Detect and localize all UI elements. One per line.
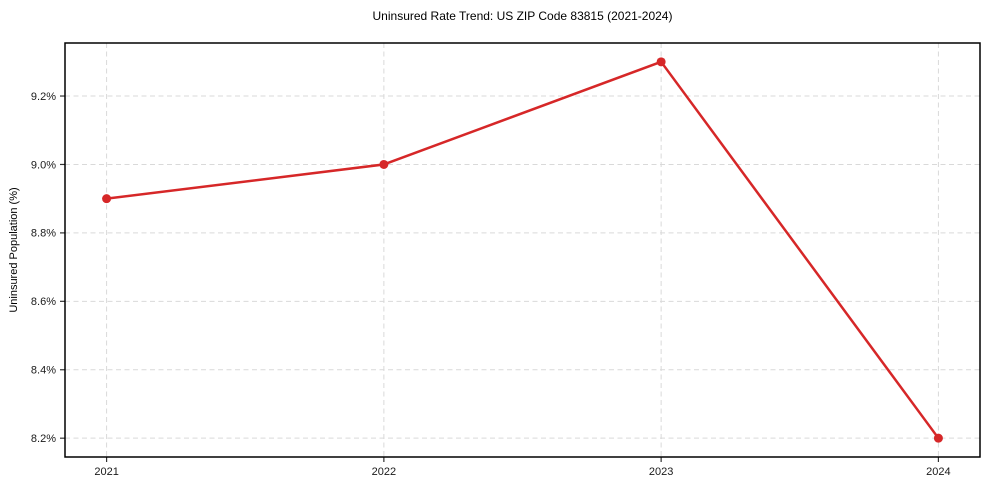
y-tick-label: 9.2% — [31, 91, 56, 103]
x-tick-label: 2022 — [372, 466, 396, 478]
chart-title: Uninsured Rate Trend: US ZIP Code 83815 … — [372, 9, 673, 23]
x-tick-label: 2024 — [926, 466, 950, 478]
data-point — [933, 433, 943, 443]
x-tick-label: 2023 — [649, 466, 673, 478]
y-tick-label: 8.2% — [31, 433, 56, 445]
x-tick-label: 2021 — [94, 466, 118, 478]
data-line — [105, 60, 940, 440]
data-point — [102, 194, 112, 204]
y-tick-label: 8.4% — [31, 365, 56, 377]
data-point — [379, 159, 389, 169]
y-tick-label: 8.8% — [31, 228, 56, 240]
data-point — [656, 57, 666, 67]
y-tick-label: 8.6% — [31, 296, 56, 308]
y-tick-label: 9.0% — [31, 159, 56, 171]
plot-border — [64, 42, 981, 458]
